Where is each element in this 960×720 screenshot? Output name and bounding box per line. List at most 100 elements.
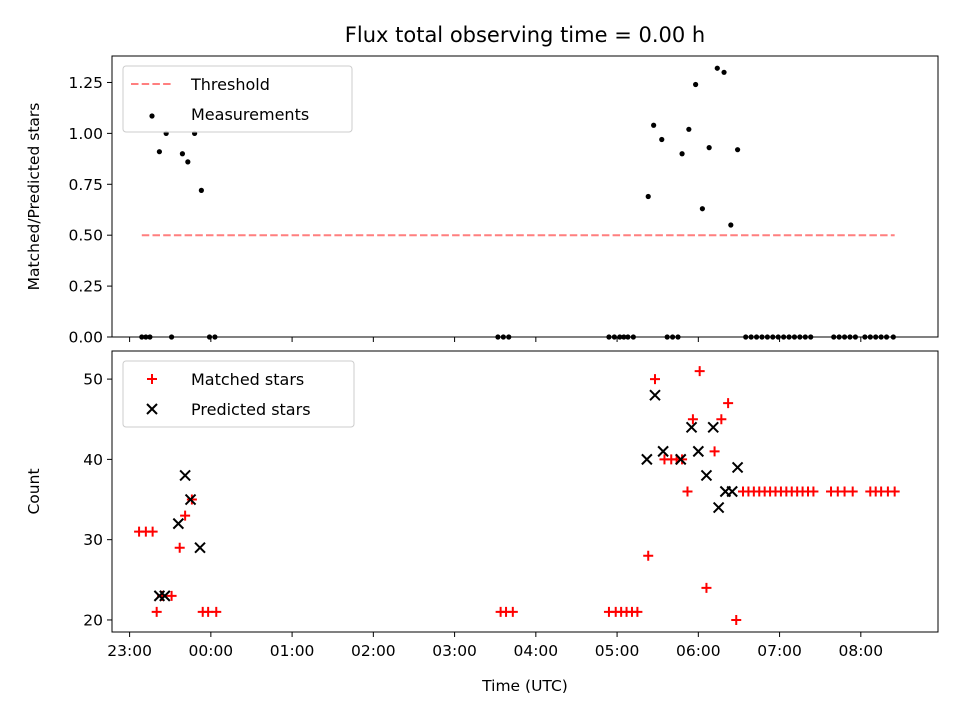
measurement-point: [675, 334, 681, 340]
measurement-point: [686, 126, 692, 132]
measurement-point: [143, 334, 149, 340]
measurement-point: [168, 334, 175, 340]
measurement-point: [659, 136, 665, 143]
measurement-point: [506, 334, 512, 340]
predicted-star-point: [685, 421, 698, 433]
y-tick-label-0-00: 0.00: [68, 329, 103, 347]
y-tick-label-0-75: 0.75: [68, 176, 103, 194]
measurement-point: [728, 222, 734, 228]
measurement-point: [198, 187, 204, 193]
measurement-point: [606, 334, 612, 340]
measurement-point: [714, 65, 720, 71]
legend-swatch-measurements: [149, 113, 155, 119]
predicted-star-point: [675, 453, 687, 466]
predicted-star-point: [641, 453, 653, 466]
matched-star-point: [151, 606, 162, 617]
measurement-point: [775, 334, 781, 340]
measurement-point: [890, 334, 896, 340]
matched-star-point: [174, 542, 185, 553]
legend-label-predicted-stars: Predicted stars: [191, 400, 311, 419]
x-tick-label-06-00: 06:00: [676, 642, 721, 660]
plot-frame: [111, 350, 939, 633]
measurement-point: [721, 69, 727, 75]
measurement-point: [873, 334, 879, 340]
measurement-point: [759, 334, 765, 340]
measurement-point: [617, 334, 623, 340]
predicted-star-point: [184, 493, 197, 506]
predicted-star-point: [657, 445, 669, 458]
matched-star-point: [166, 590, 177, 601]
measurement-point: [770, 334, 776, 340]
bottom-panel-count: 23:00 00:00 01:00 02:00 03:00 04:00 05:00 06:00…: [25, 350, 939, 695]
measurement-point: [651, 122, 657, 128]
measurement-point: [808, 334, 814, 340]
measurement-point: [185, 159, 191, 165]
matched-star-point: [723, 398, 734, 409]
x-tick-label-05-00: 05:00: [595, 642, 640, 660]
figure-title: Flux total observing time = 0.00 h: [345, 23, 705, 47]
matched-star-point: [694, 366, 705, 377]
matched-star-point: [716, 414, 727, 425]
x-tick-label-01-00: 01:00: [270, 642, 315, 660]
top-panel-ratio: 0.00 0.25 0.50 0.75 1.00 1.25 Matched/Predicte…: [25, 55, 939, 347]
measurement-point: [147, 334, 153, 340]
x-tick-label-03-00: 03:00: [432, 642, 477, 660]
series-predicted-stars: [153, 389, 744, 602]
predicted-star-point: [726, 485, 738, 498]
predicted-star-point: [649, 389, 661, 401]
x-axis-label: Time (UTC): [481, 677, 568, 695]
measurement-point: [786, 334, 792, 340]
y-tick-label-1-00: 1.00: [68, 125, 103, 143]
y-tick-label-40: 40: [83, 451, 103, 469]
matched-star-point: [632, 606, 643, 617]
measurement-point: [836, 334, 842, 340]
measurement-point: [802, 334, 808, 340]
measurement-point: [179, 151, 186, 157]
matched-star-point: [649, 374, 660, 385]
measurement-point: [669, 334, 676, 340]
predicted-star-point: [172, 517, 185, 530]
measurement-point: [841, 334, 848, 340]
measurement-point: [797, 334, 803, 340]
measurement-point: [212, 334, 218, 340]
matched-star-point: [709, 446, 720, 457]
predicted-star-point: [700, 469, 713, 482]
measurement-point: [611, 334, 617, 340]
legend-label-measurements: Measurements: [191, 105, 309, 124]
matched-star-point: [211, 606, 222, 617]
predicted-star-point: [707, 421, 719, 433]
matched-star-point: [889, 486, 900, 497]
predicted-star-point: [731, 461, 744, 474]
series-measurements: [139, 65, 896, 340]
predicted-star-point: [194, 541, 206, 554]
x-tick-label-23-00: 23:00: [107, 642, 152, 660]
matched-star-point: [701, 582, 712, 593]
y-tick-label-0-25: 0.25: [68, 278, 103, 296]
legend-label-matched-stars: Matched stars: [191, 370, 304, 389]
measurement-point: [852, 334, 859, 340]
y-tick-label-1-25: 1.25: [68, 74, 103, 92]
measurement-point: [743, 334, 749, 340]
measurement-point: [764, 334, 770, 340]
measurement-point: [734, 147, 741, 153]
measurement-point: [664, 334, 670, 340]
y-tick-label-0-50: 0.50: [68, 227, 103, 245]
measurement-point: [831, 334, 837, 340]
measurement-point: [862, 334, 868, 340]
measurement-point: [156, 149, 162, 155]
plot-frame: [111, 55, 939, 338]
y-tick-label-30: 30: [83, 531, 103, 549]
measurement-point: [495, 334, 501, 340]
measurement-point: [679, 151, 685, 157]
measurement-point: [693, 81, 699, 88]
series-matched-stars: [134, 366, 900, 625]
matched-star-point: [507, 606, 518, 617]
measurement-point: [699, 206, 705, 212]
measurement-point: [878, 334, 884, 340]
measurement-point: [645, 193, 651, 200]
matched-star-point: [682, 486, 693, 497]
y-axis-label: Count: [25, 468, 43, 514]
x-tick-label-08-00: 08:00: [838, 642, 883, 660]
measurement-point: [883, 334, 890, 340]
measurement-point: [781, 334, 787, 340]
